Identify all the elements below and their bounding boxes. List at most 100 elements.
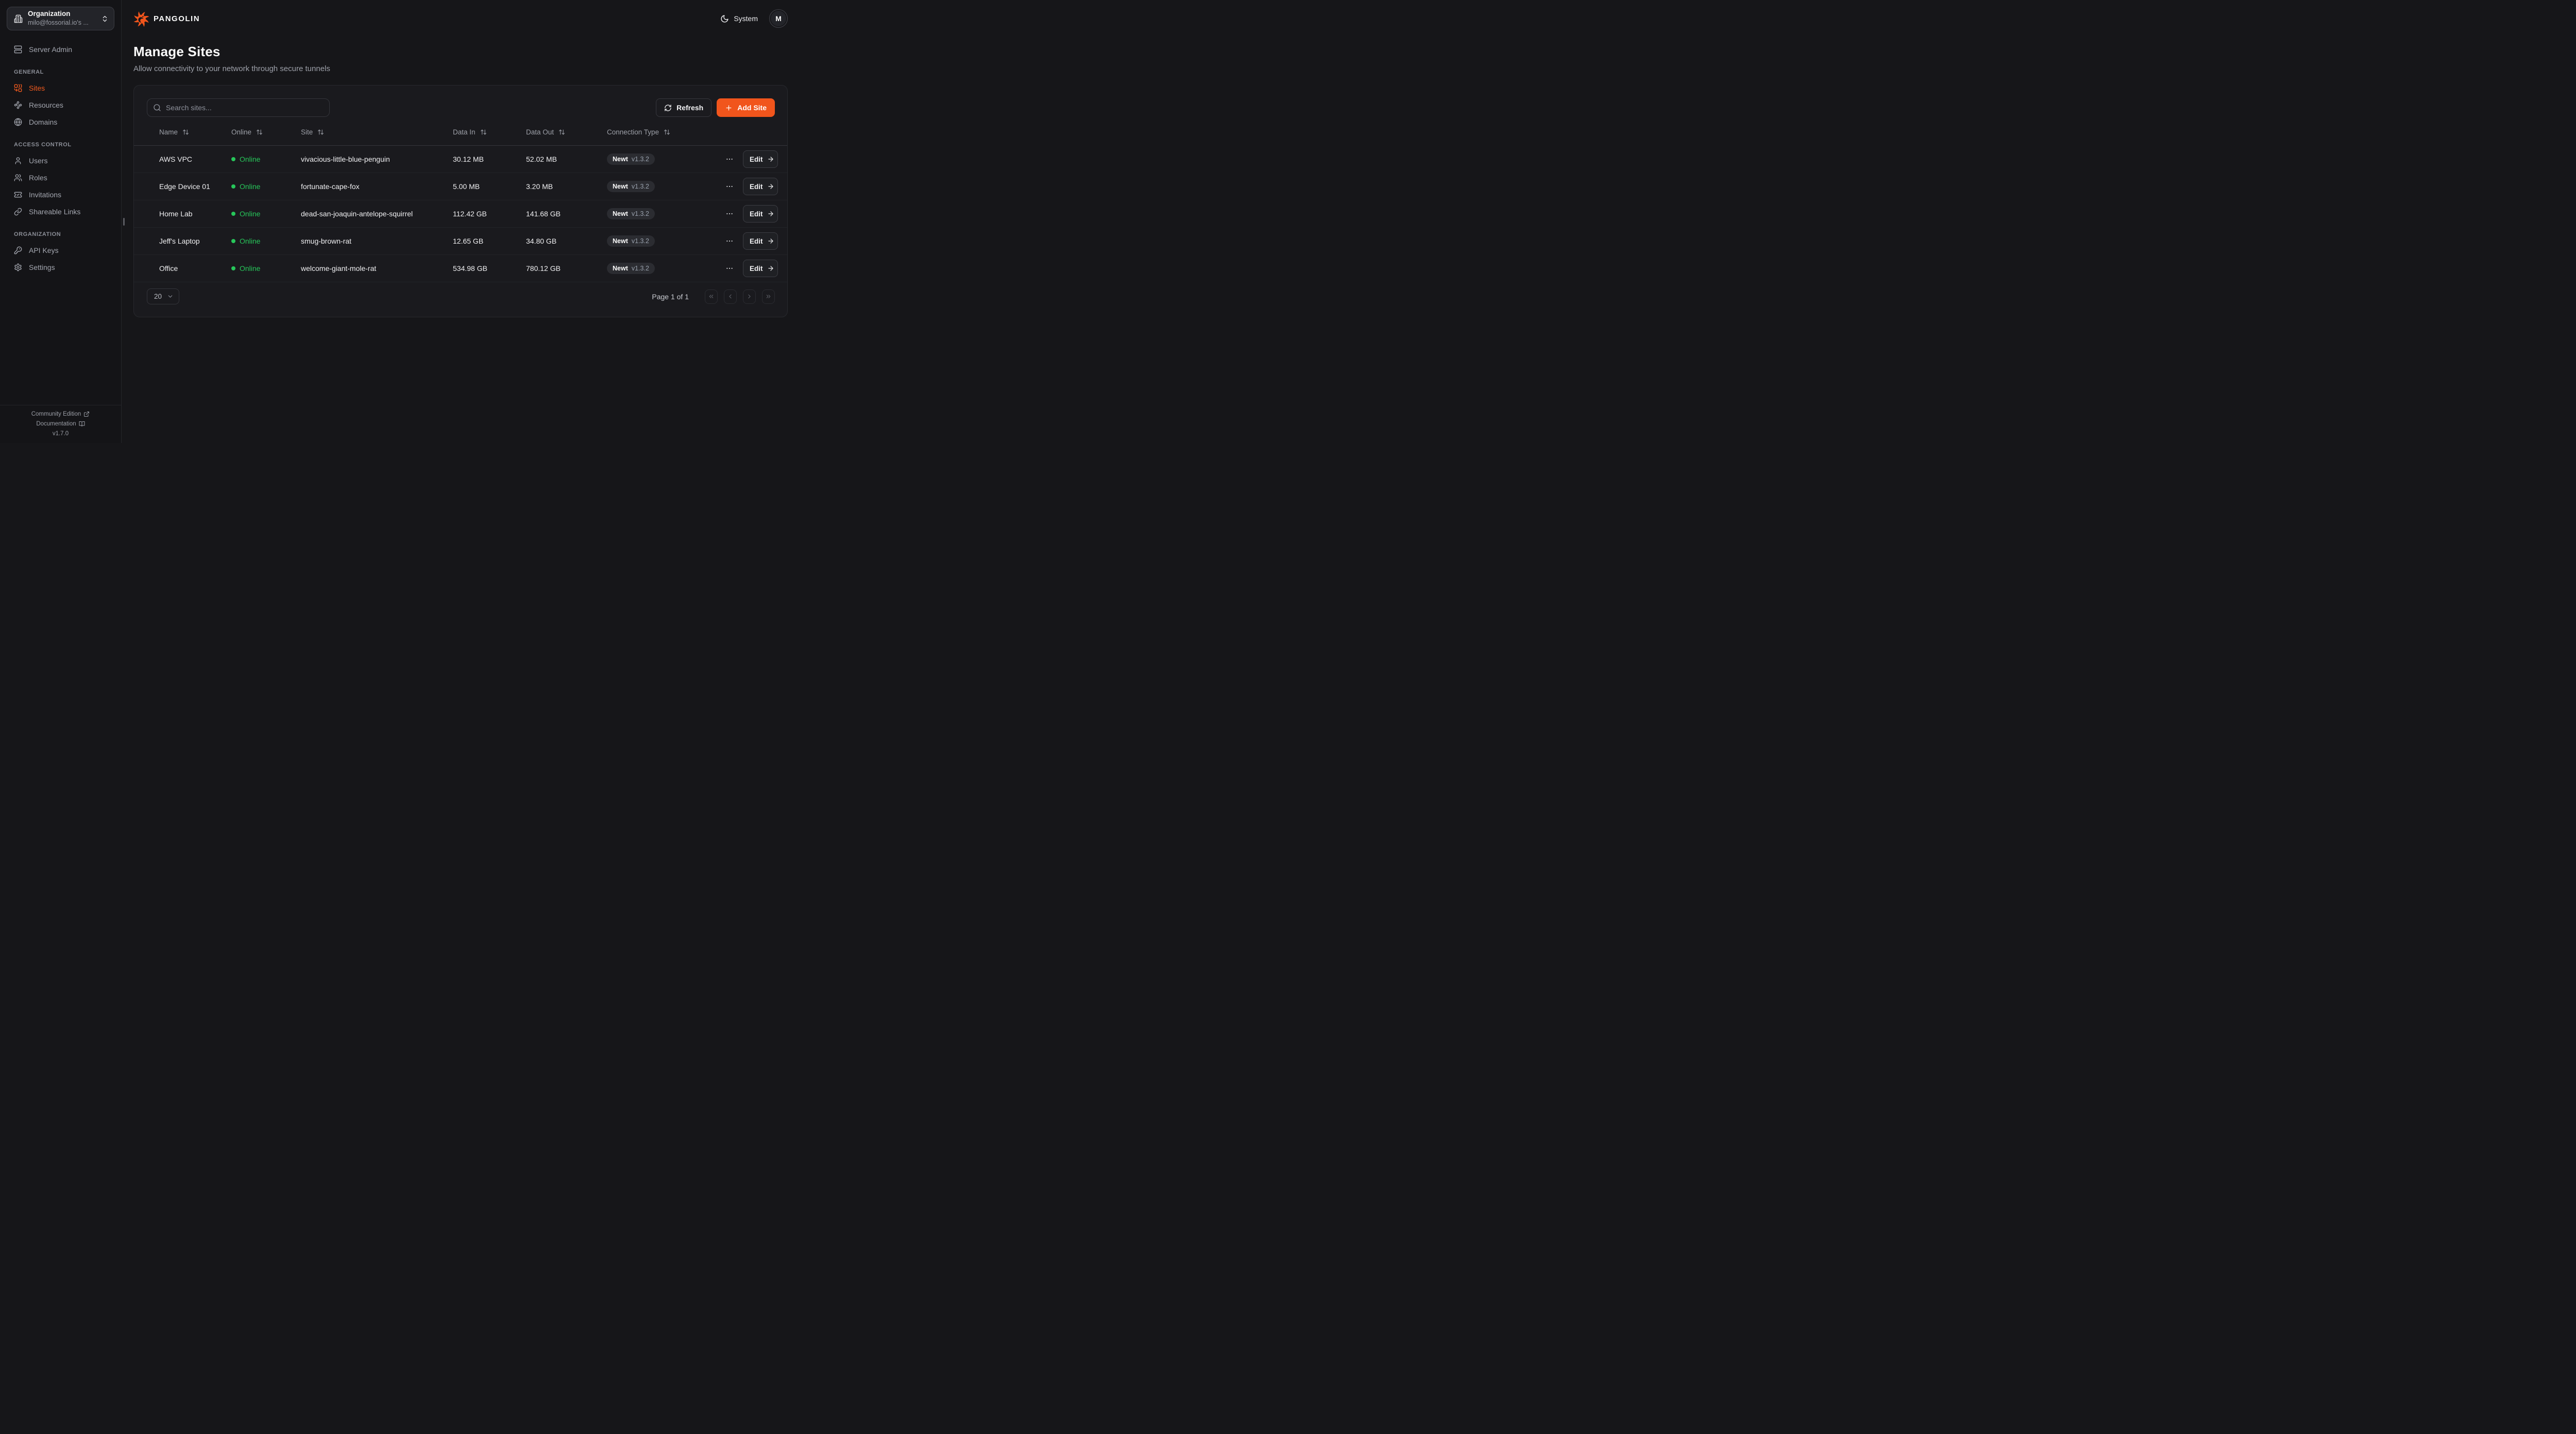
key-icon: [14, 246, 22, 254]
column-header-connection-type[interactable]: Connection Type: [607, 128, 722, 136]
online-dot: [231, 157, 235, 161]
cell-data-in: 12.65 GB: [453, 237, 484, 245]
cell-online: Online: [231, 210, 301, 218]
arrow-right-icon: [767, 183, 774, 190]
connection-client: Newt: [613, 183, 628, 190]
sidebar-item-domains[interactable]: Domains: [7, 114, 114, 130]
first-page-button[interactable]: [705, 289, 718, 304]
connection-badge: Newt v1.3.2: [607, 153, 655, 165]
edit-label: Edit: [750, 210, 763, 218]
section-label-general: GENERAL: [14, 69, 44, 75]
connection-badge: Newt v1.3.2: [607, 263, 655, 274]
edit-button[interactable]: Edit: [743, 232, 778, 250]
column-label: Name: [159, 128, 178, 136]
cell-data-out: 780.12 GB: [526, 264, 561, 272]
previous-page-button[interactable]: [724, 289, 737, 304]
sidebar-item-roles[interactable]: Roles: [7, 169, 114, 186]
brand[interactable]: PANGOLIN: [133, 11, 200, 27]
pager-buttons: [705, 289, 775, 304]
add-site-button[interactable]: Add Site: [717, 98, 775, 117]
row-menu-button[interactable]: [722, 234, 737, 248]
cell-name: Office: [159, 264, 178, 272]
column-header-data-in[interactable]: Data In: [453, 128, 526, 136]
connection-badge: Newt v1.3.2: [607, 181, 655, 192]
online-label: Online: [240, 155, 261, 163]
table-row: Jeff's Laptop Online smug-brown-rat 12.6…: [134, 228, 787, 255]
sidebar-item-api-keys[interactable]: API Keys: [7, 242, 114, 259]
column-label: Connection Type: [607, 128, 659, 136]
edit-button[interactable]: Edit: [743, 178, 778, 195]
app-window: Organization milo@fossorial.io's ... Ser…: [0, 0, 808, 443]
sidebar-item-users[interactable]: Users: [7, 152, 114, 169]
page-size-select[interactable]: 20: [147, 288, 180, 304]
last-page-button[interactable]: [762, 289, 775, 304]
sidebar-item-invitations[interactable]: Invitations: [7, 186, 114, 203]
sidebar-footer: Community Edition Documentation v1.7.0: [0, 405, 121, 443]
sidebar-item-label: Shareable Links: [29, 208, 81, 216]
row-menu-button[interactable]: [722, 152, 737, 166]
cell-data-in: 534.98 GB: [453, 264, 487, 272]
link-icon: [14, 208, 22, 216]
edit-button[interactable]: Edit: [743, 205, 778, 223]
connection-version: v1.3.2: [631, 237, 649, 245]
search-input[interactable]: [147, 98, 330, 117]
add-site-label: Add Site: [737, 104, 767, 112]
avatar[interactable]: M: [769, 9, 788, 28]
cell-connection-type: Newt v1.3.2: [607, 263, 722, 274]
online-label: Online: [240, 264, 261, 272]
refresh-label: Refresh: [676, 104, 704, 112]
connection-version: v1.3.2: [631, 183, 649, 190]
row-menu-button[interactable]: [722, 207, 737, 221]
server-icon: [14, 45, 22, 54]
refresh-button[interactable]: Refresh: [656, 98, 712, 117]
documentation-link[interactable]: Documentation: [36, 421, 84, 427]
topbar: PANGOLIN System M: [133, 0, 788, 37]
search-icon: [153, 104, 161, 112]
globe-icon: [14, 118, 22, 126]
sidebar-scrollbar-thumb[interactable]: [123, 218, 125, 226]
cell-data-out: 34.80 GB: [526, 237, 557, 245]
column-header-online[interactable]: Online: [231, 128, 301, 136]
cell-connection-type: Newt v1.3.2: [607, 235, 722, 247]
row-menu-button[interactable]: [722, 179, 737, 194]
sidebar-item-resources[interactable]: Resources: [7, 97, 114, 113]
sidebar-item-settings[interactable]: Settings: [7, 259, 114, 276]
arrow-right-icon: [767, 156, 774, 163]
table-toolbar: Refresh Add Site: [134, 86, 787, 117]
ticket-check-icon: [14, 191, 22, 199]
arrow-right-icon: [767, 210, 774, 217]
next-page-button[interactable]: [743, 289, 756, 304]
arrow-right-icon: [767, 237, 774, 245]
cell-site: smug-brown-rat: [301, 237, 352, 245]
edit-button[interactable]: Edit: [743, 260, 778, 277]
online-dot: [231, 212, 235, 216]
chevrons-left-icon: [708, 293, 715, 300]
online-dot: [231, 266, 235, 270]
page-status: Page 1 of 1: [652, 292, 689, 301]
edit-button[interactable]: Edit: [743, 150, 778, 168]
connection-badge: Newt v1.3.2: [607, 208, 655, 219]
column-header-name[interactable]: Name: [159, 128, 231, 136]
table-row: AWS VPC Online vivacious-little-blue-pen…: [134, 146, 787, 173]
table-row: Home Lab Online dead-san-joaquin-antelop…: [134, 200, 787, 228]
community-edition-link[interactable]: Community Edition: [31, 411, 90, 417]
sort-icon: [558, 129, 565, 135]
org-value: milo@fossorial.io's ...: [28, 19, 89, 27]
row-menu-button[interactable]: [722, 261, 737, 276]
cell-online: Online: [231, 237, 301, 245]
page-title: Manage Sites: [133, 44, 221, 59]
sidebar-item-sites[interactable]: Sites: [7, 80, 114, 96]
org-label: Organization: [28, 10, 71, 18]
external-link-icon: [83, 411, 90, 417]
online-dot: [231, 184, 235, 189]
sidebar-item-shareable-links[interactable]: Shareable Links: [7, 203, 114, 220]
sidebar-item-server-admin[interactable]: Server Admin: [7, 41, 114, 58]
theme-toggle[interactable]: System: [720, 14, 758, 23]
column-header-data-out[interactable]: Data Out: [526, 128, 607, 136]
column-header-site[interactable]: Site: [301, 128, 453, 136]
connection-version: v1.3.2: [631, 156, 649, 163]
org-selector[interactable]: Organization milo@fossorial.io's ...: [7, 7, 114, 30]
theme-label: System: [734, 14, 758, 23]
online-label: Online: [240, 237, 261, 245]
sidebar-item-label: Roles: [29, 174, 47, 182]
